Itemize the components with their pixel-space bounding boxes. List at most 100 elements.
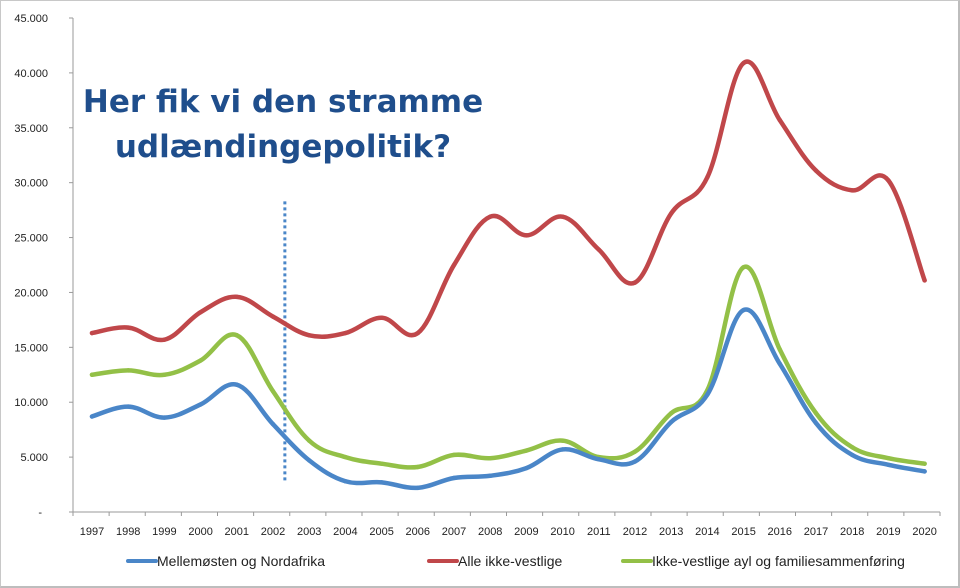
data-point <box>777 117 782 123</box>
data-point <box>560 438 565 443</box>
y-tick-label: 5.000 <box>20 452 48 464</box>
x-tick-label: 2012 <box>623 526 647 538</box>
legend-item: Ikke-vestlige ayl og familiesammenføring <box>621 553 905 569</box>
data-point <box>234 294 239 300</box>
x-tick-label: 2001 <box>225 526 249 538</box>
x-tick-label: 2008 <box>478 526 502 538</box>
data-point <box>741 60 746 66</box>
data-point <box>379 315 384 320</box>
data-point <box>741 264 746 270</box>
data-point <box>922 278 927 283</box>
y-tick-label: 25.000 <box>14 233 48 245</box>
x-tick-label: 2011 <box>587 526 611 538</box>
annotation-line-2: udlændingepolitik? <box>115 129 451 165</box>
legend-label: Alle ikke-vestlige <box>458 553 562 569</box>
legend-label: Ikke-vestlige ayl og familiesammenføring <box>652 553 905 569</box>
data-point <box>741 307 746 313</box>
data-point <box>669 411 674 416</box>
data-point <box>234 333 239 338</box>
data-point <box>126 325 131 330</box>
data-point <box>307 333 312 338</box>
x-tick-label: 2007 <box>442 526 466 538</box>
data-point <box>922 461 927 466</box>
series-line <box>89 264 927 470</box>
data-point <box>415 330 420 336</box>
data-point <box>632 459 638 464</box>
x-tick-label: 1999 <box>152 526 176 538</box>
data-point <box>632 280 638 285</box>
data-point <box>850 452 855 458</box>
x-tick-label: 2013 <box>659 526 683 538</box>
data-point <box>922 469 927 474</box>
data-point <box>198 402 203 407</box>
x-tick-label: 2009 <box>514 526 538 538</box>
annotation: Her fik vi den stramme udlændingepolitik… <box>83 84 483 165</box>
data-point <box>89 372 95 377</box>
x-tick-label: 2015 <box>731 526 755 538</box>
series-ikke-vestlige-ayl-og-familiesammenf-ring <box>89 264 927 470</box>
series-alle-ikke-vestlige <box>89 59 927 343</box>
y-tick-label: - <box>38 507 42 519</box>
data-point <box>198 310 203 315</box>
data-point <box>524 233 529 238</box>
legend-item: Alle ikke-vestlige <box>427 553 562 569</box>
data-point <box>270 314 276 319</box>
y-tick-label: 30.000 <box>14 178 48 190</box>
data-point <box>596 457 601 462</box>
data-point <box>669 211 674 216</box>
data-point <box>307 458 312 463</box>
data-point <box>89 414 95 419</box>
y-tick-label: 45.000 <box>14 13 48 25</box>
data-point <box>270 389 276 394</box>
data-point <box>270 421 276 427</box>
data-point <box>524 448 529 453</box>
data-point <box>777 347 782 352</box>
data-point <box>488 473 493 478</box>
data-point <box>126 404 131 409</box>
data-point <box>705 174 710 180</box>
data-point <box>669 419 674 425</box>
data-point <box>234 382 239 387</box>
series-line <box>89 307 927 491</box>
x-tick-label: 2016 <box>768 526 792 538</box>
data-point <box>705 392 710 397</box>
data-point <box>343 330 348 336</box>
data-point <box>886 178 891 183</box>
x-tick-label: 2019 <box>876 526 900 538</box>
data-point <box>126 368 131 373</box>
data-point <box>162 372 167 377</box>
data-point <box>343 454 348 460</box>
x-tick-label: 2020 <box>912 526 936 538</box>
y-axis: - 5.000 10.000 15.000 20.000 25.000 30.000 35.0… <box>14 13 74 519</box>
data-point <box>379 461 384 466</box>
x-tick-label: 2017 <box>804 526 828 538</box>
y-tick-label: 40.000 <box>14 68 48 80</box>
data-point <box>886 462 891 467</box>
x-tick-label: 2003 <box>297 526 321 538</box>
y-tick-label: 20.000 <box>14 287 48 299</box>
data-point <box>198 358 203 363</box>
data-point <box>813 420 819 426</box>
data-point <box>813 411 819 416</box>
data-point <box>162 337 167 342</box>
legend-item: Mellemøsten og Nordafrika <box>126 553 325 569</box>
x-tick-label: 2014 <box>695 526 719 538</box>
y-tick-label: 15.000 <box>14 342 48 354</box>
data-point <box>451 475 457 481</box>
data-point <box>451 262 457 268</box>
x-tick-label: 2004 <box>333 526 357 538</box>
x-tick-label: 2018 <box>840 526 864 538</box>
x-tick-label: 1997 <box>80 526 104 538</box>
series-group <box>89 59 927 491</box>
data-point <box>596 247 601 252</box>
data-point <box>307 438 312 443</box>
x-tick-label: 2002 <box>261 526 285 538</box>
data-point <box>632 449 638 454</box>
legend-label: Mellemøsten og Nordafrika <box>157 553 325 569</box>
y-tick-label: 35.000 <box>14 123 48 135</box>
data-point <box>560 214 565 219</box>
data-point <box>886 456 891 461</box>
data-point <box>379 480 384 485</box>
